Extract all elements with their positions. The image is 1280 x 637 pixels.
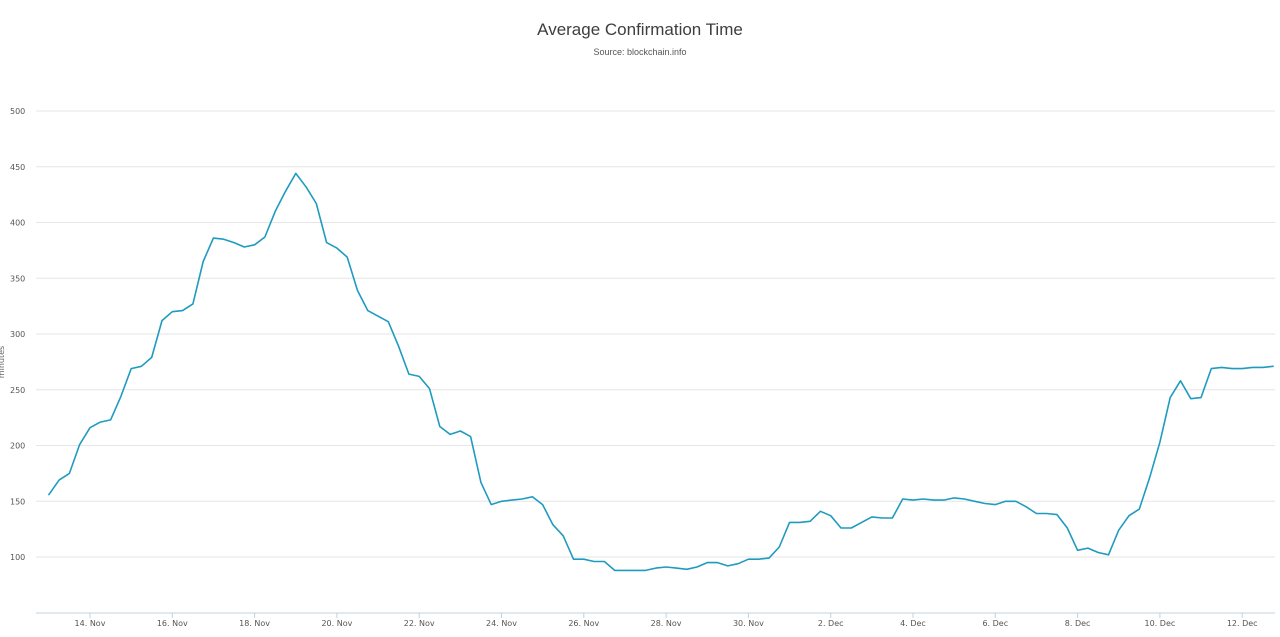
y-tick-label: 500 [10, 107, 25, 116]
series-layer [48, 172, 1274, 572]
x-tick-label: 18. Nov [239, 619, 270, 628]
x-tick-label: 20. Nov [321, 619, 352, 628]
y-tick-label: 250 [10, 386, 25, 395]
x-tick-label: 12. Dec [1227, 619, 1258, 628]
y-tick-label: 200 [10, 442, 25, 451]
series-line-0 [48, 172, 1274, 572]
x-tick-label: 26. Nov [568, 619, 599, 628]
x-tick-label: 4. Dec [900, 619, 926, 628]
x-tick-label: 28. Nov [651, 619, 682, 628]
y-tick-label: 100 [10, 553, 25, 562]
x-tick-label: 2. Dec [818, 619, 844, 628]
y-tick-label: 150 [10, 497, 25, 506]
chart-subtitle: Source: blockchain.info [593, 47, 687, 57]
gridlines [36, 110, 1275, 558]
x-tick-label: 10. Dec [1145, 619, 1176, 628]
x-tick-label: 16. Nov [157, 619, 188, 628]
x-tick-label: 14. Nov [75, 619, 106, 628]
x-axis-ticks: 14. Nov 16. Nov 18. Nov 20. Nov 22. Nov 24. N… [75, 613, 1258, 628]
y-tick-label: 450 [10, 163, 25, 172]
y-tick-label: 350 [10, 274, 25, 283]
x-tick-label: 24. Nov [486, 619, 517, 628]
x-tick-label: 6. Dec [982, 619, 1008, 628]
x-tick-label: 30. Nov [733, 619, 764, 628]
y-tick-label: 400 [10, 219, 25, 228]
x-tick-label: 8. Dec [1065, 619, 1091, 628]
y-axis-title: minutes [0, 346, 6, 378]
chart-title: Average Confirmation Time [537, 20, 743, 39]
x-tick-label: 22. Nov [404, 619, 435, 628]
y-tick-label: 300 [10, 330, 25, 339]
y-axis-ticks: 100 150 200 250 300 350 400 450 500 [10, 107, 25, 562]
